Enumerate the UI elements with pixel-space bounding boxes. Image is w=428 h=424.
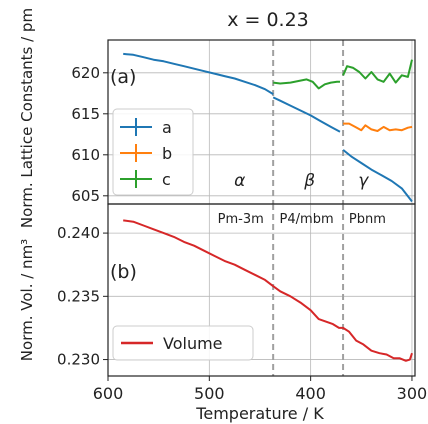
legend-label-b: b	[162, 144, 172, 163]
phase-label: β	[303, 171, 315, 191]
series-b-line	[343, 122, 413, 132]
series-volume-line	[123, 219, 413, 362]
x-tick-label: 500	[194, 384, 225, 403]
legend-box	[112, 325, 254, 361]
series-a-line	[272, 96, 341, 133]
y-tick-label-a: 605	[71, 187, 100, 205]
panel-b: 0.230 0.235 0.240 Pm-3m P4/mbm Pbnm Volume 600 5…	[57, 203, 428, 403]
series-c-line	[342, 59, 413, 84]
series-c-line	[273, 78, 340, 90]
legend-label-a: a	[162, 118, 172, 137]
series-a-line	[123, 52, 274, 95]
y-axis-label-a: Norm. Lattice Constants / pm	[18, 8, 36, 228]
panel-a: 605 610 615 620 α β γ abc	[71, 39, 416, 205]
phase-label: P4/mbm	[280, 212, 334, 227]
y-tick-label-a: 615	[71, 105, 100, 123]
panel-label-a: (a)	[110, 66, 136, 88]
y-tick-label-b: 0.240	[57, 224, 100, 242]
phase-label: Pbnm	[349, 212, 386, 227]
panel-label-b: (b)	[110, 261, 137, 283]
legend-b: Volume	[112, 325, 254, 361]
legend-box	[112, 108, 194, 196]
legend-label-volume: Volume	[163, 334, 223, 353]
series-a-line	[342, 149, 413, 203]
y-tick-label-a: 620	[71, 64, 100, 82]
phase-label: α	[234, 171, 245, 191]
x-tick-label: 300	[397, 384, 428, 403]
plot-frame-b	[107, 203, 416, 377]
legend-label-c: c	[162, 170, 171, 189]
phase-label: Pm-3m	[218, 212, 264, 227]
y-tick-label-a: 610	[71, 146, 100, 164]
chart-title: x = 0.23	[227, 9, 309, 31]
x-tick-label: 600	[93, 384, 124, 403]
x-tick-label: 400	[295, 384, 326, 403]
y-tick-label-b: 0.235	[57, 287, 100, 305]
phase-label: γ	[358, 171, 369, 191]
x-axis-label: Temperature / K	[195, 404, 324, 423]
y-axis-label-b: Norm. Vol. / nm³	[18, 239, 36, 361]
y-tick-label-b: 0.230	[57, 351, 100, 369]
legend-a: abc	[112, 108, 194, 196]
